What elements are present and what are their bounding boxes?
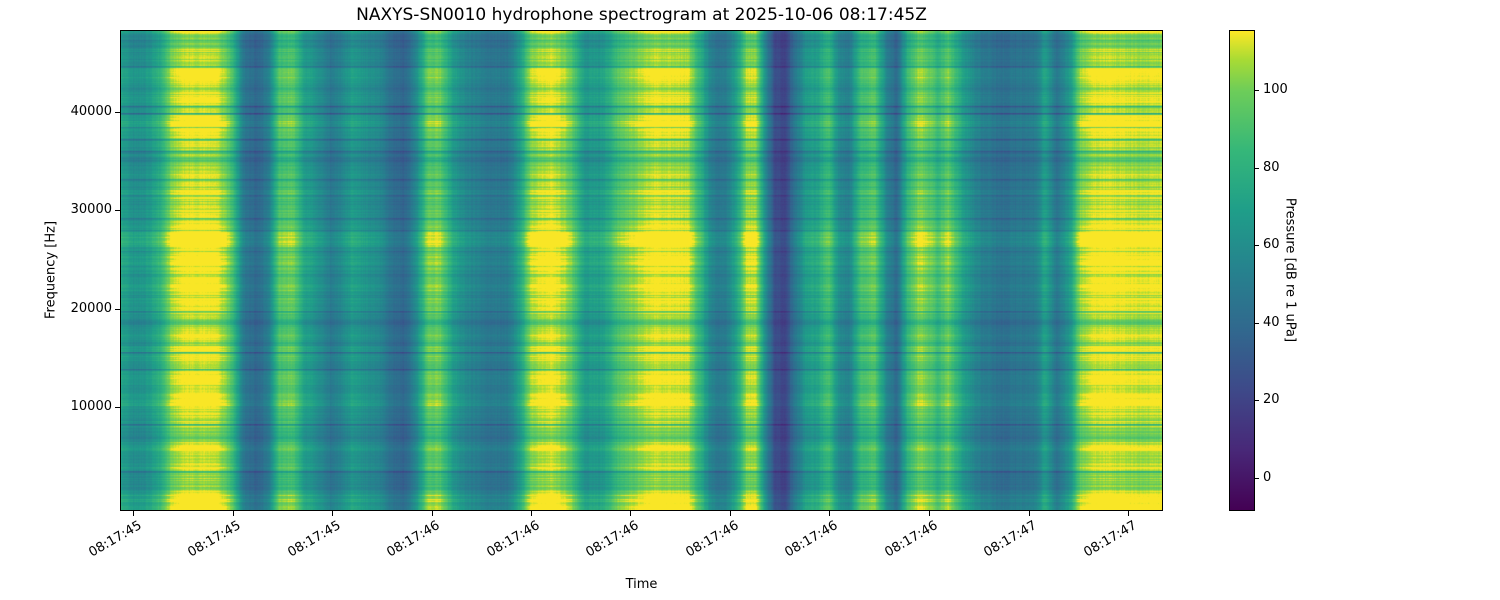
y-tick-label: 20000 (70, 300, 112, 316)
plot-area (120, 30, 1163, 511)
spectrogram-heatmap (121, 31, 1162, 510)
x-tick-label: 08:17:45 (284, 518, 343, 561)
x-tick-mark (1128, 511, 1129, 516)
colorbar-tick-label: 20 (1263, 392, 1280, 408)
x-tick-mark (829, 511, 831, 516)
x-tick-label: 08:17:47 (981, 518, 1040, 561)
y-tick-label: 30000 (70, 202, 112, 218)
x-tick-label: 08:17:45 (85, 518, 144, 561)
colorbar-tick-mark (1255, 400, 1259, 402)
x-tick-mark (530, 511, 532, 516)
chart-title: NAXYS-SN0010 hydrophone spectrogram at 2… (356, 5, 927, 25)
colorbar-tick-label: 40 (1263, 314, 1280, 330)
y-tick-label: 10000 (70, 399, 112, 414)
x-tick-mark (232, 511, 234, 516)
x-tick-mark (929, 511, 930, 516)
x-tick-mark (630, 511, 632, 516)
colorbar-tick-label: 60 (1263, 237, 1280, 253)
colorbar-tick-mark (1255, 478, 1259, 479)
y-tick-mark (115, 308, 120, 310)
x-axis-label: Time (625, 577, 658, 592)
colorbar-gradient (1229, 30, 1255, 511)
x-tick-label: 08:17:46 (682, 518, 741, 561)
x-tick-label: 08:17:46 (384, 518, 443, 561)
x-tick-label: 08:17:45 (185, 518, 244, 561)
x-tick-mark (1028, 511, 1030, 516)
colorbar-tick-label: 0 (1263, 470, 1272, 485)
y-tick-mark (115, 112, 120, 113)
y-tick-label: 40000 (70, 104, 112, 119)
x-tick-mark (133, 511, 134, 516)
colorbar-tick-mark (1255, 167, 1259, 169)
x-tick-label: 08:17:47 (1080, 518, 1139, 561)
x-tick-mark (431, 511, 433, 516)
colorbar-tick-label: 100 (1263, 82, 1288, 98)
x-tick-label: 08:17:46 (583, 518, 642, 561)
y-tick-mark (115, 407, 120, 408)
colorbar-tick-label: 80 (1263, 159, 1280, 175)
x-tick-label: 08:17:46 (881, 518, 940, 561)
x-tick-label: 08:17:46 (782, 518, 841, 561)
x-tick-label: 08:17:46 (483, 518, 542, 561)
y-axis-label: Frequency [Hz] (43, 220, 59, 320)
colorbar-tick-mark (1255, 322, 1259, 324)
colorbar-tick-mark (1255, 245, 1259, 247)
y-tick-mark (115, 210, 120, 212)
x-tick-mark (332, 511, 333, 516)
x-tick-mark (729, 511, 731, 516)
colorbar-label: Pressure [dB re 1 uPa] (1282, 197, 1298, 343)
colorbar-tick-mark (1255, 90, 1259, 92)
